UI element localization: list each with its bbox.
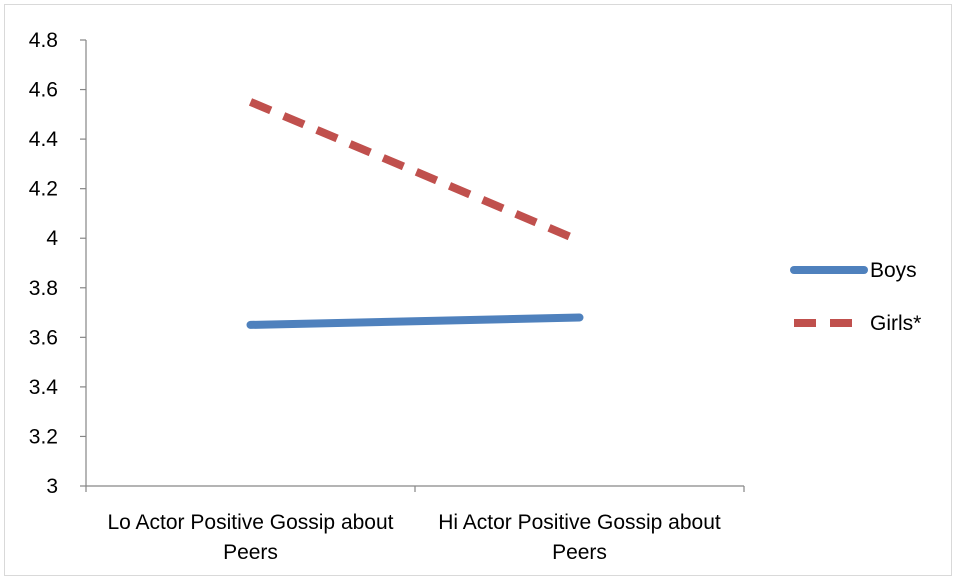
y-tick-label: 4.6	[29, 79, 58, 102]
x-tick-label-line: Peers	[552, 541, 607, 564]
x-tick-label: Lo Actor Positive Gossip about Peers	[108, 511, 394, 564]
legend-label-boys: Boys	[870, 259, 917, 282]
x-tick-label-line: Lo Actor Positive Gossip about	[108, 511, 394, 534]
series-line-boys	[246, 313, 584, 329]
x-tick-label-line: Hi Actor Positive Gossip about	[438, 511, 721, 534]
x-tick-label: Hi Actor Positive Gossip about Peers	[438, 511, 721, 564]
x-tick-label-line: Peers	[223, 541, 278, 564]
axes: 3 3.2 3.4 3.6 3.8 4 4.2 4.4 4.6 4.8 Lo Actor Posit…	[29, 29, 745, 564]
y-tick-label: 3	[46, 475, 58, 498]
y-tick-label: 3.2	[29, 425, 58, 448]
legend-label-girls: Girls*	[870, 312, 921, 335]
series-lines	[246, 98, 584, 329]
y-tick-label: 4	[46, 227, 58, 250]
chart-area	[4, 4, 952, 576]
legend: Boys Girls*	[790, 259, 921, 335]
y-tick-label: 3.8	[29, 277, 58, 300]
y-tick-label: 3.4	[29, 376, 59, 399]
y-tick-label: 4.4	[29, 128, 59, 151]
series-line-girls	[248, 98, 582, 245]
y-tick-label: 4.8	[29, 29, 58, 52]
y-tick-label: 3.6	[29, 326, 58, 349]
y-tick-label: 4.2	[29, 178, 58, 201]
